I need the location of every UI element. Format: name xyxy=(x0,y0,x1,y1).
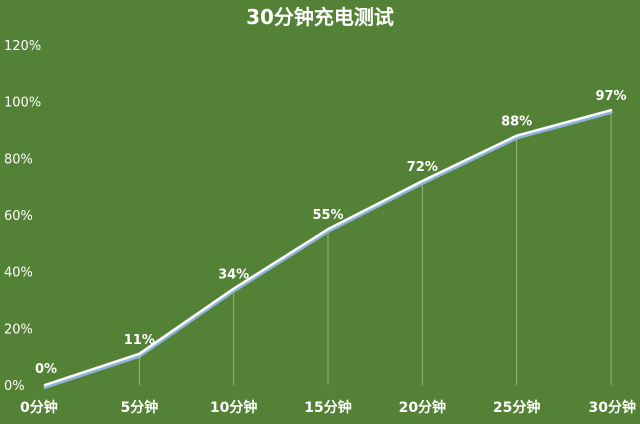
y-axis: 0% 20% 40% 60% 80% 100% 120% xyxy=(4,39,41,394)
drop-lines xyxy=(138,110,612,385)
y-tick-label: 60% xyxy=(4,209,33,224)
data-labels: 0% 11% 34% 55% 72% 88% 97% xyxy=(35,89,627,377)
y-tick-label: 100% xyxy=(4,96,41,111)
series-line-shadow xyxy=(43,110,613,389)
y-tick-label: 80% xyxy=(4,152,33,167)
x-tick-label: 5分钟 xyxy=(120,399,158,416)
data-label: 72% xyxy=(407,160,438,175)
data-label: 55% xyxy=(312,208,343,223)
data-label: 11% xyxy=(124,333,155,348)
data-label: 34% xyxy=(218,268,249,283)
y-tick-label: 120% xyxy=(4,39,41,54)
chart-title: 30分钟充电测试 xyxy=(246,5,394,29)
series-line-group xyxy=(43,108,613,389)
y-tick-label: 40% xyxy=(4,266,33,281)
data-label: 97% xyxy=(595,89,626,104)
y-tick-label: 20% xyxy=(4,322,33,337)
x-tick-label: 20分钟 xyxy=(399,399,446,416)
x-tick-label: 30分钟 xyxy=(589,399,636,416)
y-tick-label: 0% xyxy=(4,379,25,394)
x-axis: 0分钟 5分钟 10分钟 15分钟 20分钟 25分钟 30分钟 xyxy=(20,399,636,416)
x-tick-label: 10分钟 xyxy=(210,399,257,416)
data-label: 0% xyxy=(35,362,57,377)
x-tick-label: 0分钟 xyxy=(20,399,58,416)
data-label: 88% xyxy=(501,115,532,130)
x-tick-label: 15分钟 xyxy=(304,399,351,416)
series-line xyxy=(43,108,613,387)
x-tick-label: 25分钟 xyxy=(493,399,540,416)
